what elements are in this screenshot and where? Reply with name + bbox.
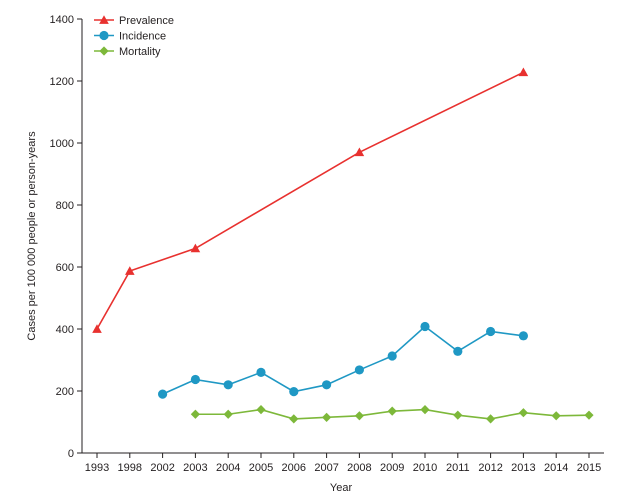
- prevalence-point: [125, 266, 135, 275]
- series-mortality: [190, 405, 594, 424]
- x-tick-label: 2008: [347, 462, 371, 474]
- y-tick-label: 1000: [50, 138, 74, 150]
- incidence-point: [387, 351, 397, 361]
- incidence-point: [486, 326, 496, 337]
- prevalence-line: [96, 71, 524, 330]
- x-tick-label: 2010: [413, 462, 437, 474]
- incidence-point: [322, 380, 332, 390]
- legend-marker-incidence: [99, 30, 109, 41]
- incidence-point: [289, 387, 299, 397]
- legend-item-mortality: Mortality: [94, 46, 161, 58]
- mortality-point: [322, 412, 332, 422]
- prevalence-point: [190, 243, 201, 253]
- prevalence-point: [92, 324, 102, 333]
- series-layer: [92, 67, 594, 424]
- incidence-point: [158, 389, 168, 399]
- mortality-point: [223, 409, 233, 419]
- x-tick-label: 2009: [380, 462, 404, 474]
- prevalence-point: [354, 147, 365, 157]
- legend-marker-mortality: [99, 46, 109, 56]
- y-tick-label: 0: [68, 448, 74, 460]
- x-tick-label: 1998: [118, 462, 142, 474]
- x-tick-label: 2013: [511, 462, 535, 474]
- x-tick-label: 2006: [282, 462, 306, 474]
- y-tick-label: 800: [56, 200, 74, 212]
- prevalence-point: [518, 67, 529, 77]
- legend-label-mortality: Mortality: [119, 46, 161, 58]
- incidence-point: [518, 331, 529, 341]
- x-tick-label: 2004: [216, 462, 240, 474]
- y-axis-title: Cases per 100 000 people or person-years: [26, 131, 38, 341]
- mortality-point: [256, 405, 266, 415]
- x-tick-label: 2011: [446, 462, 470, 474]
- x-tick-label: 2007: [314, 462, 338, 474]
- mortality-point: [420, 405, 430, 415]
- x-tick-label: 2003: [183, 462, 207, 474]
- x-tick-label: 2014: [544, 462, 568, 474]
- y-tick-label: 1200: [50, 76, 74, 88]
- x-tick-label: 2015: [577, 462, 601, 474]
- y-tick-label: 400: [56, 324, 74, 336]
- mortality-point: [518, 408, 528, 418]
- mortality-point: [551, 411, 561, 421]
- y-axis: 0 200 400 600 800 1000 1200 1400: [50, 14, 83, 460]
- mortality-point: [486, 414, 496, 424]
- x-tick-label: 1993: [85, 462, 109, 474]
- series-incidence: [158, 321, 529, 399]
- mortality-point: [453, 410, 463, 420]
- legend-label-incidence: Incidence: [119, 31, 166, 43]
- incidence-line: [162, 325, 524, 395]
- mortality-point: [289, 414, 299, 424]
- x-axis-title: Year: [330, 482, 353, 494]
- legend: Prevalence Incidence Mortality: [94, 15, 174, 58]
- legend-item-incidence: Incidence: [94, 31, 166, 43]
- mortality-point: [354, 411, 364, 421]
- incidence-point: [354, 365, 364, 375]
- y-tick-label: 200: [56, 386, 74, 398]
- series-prevalence: [92, 67, 529, 333]
- mortality-point: [584, 410, 594, 420]
- mortality-point: [190, 409, 200, 419]
- legend-label-prevalence: Prevalence: [119, 15, 174, 27]
- legend-item-prevalence: Prevalence: [94, 15, 174, 27]
- legend-marker-prevalence: [99, 15, 109, 24]
- x-tick-label: 2012: [478, 462, 502, 474]
- x-tick-label: 2002: [150, 462, 174, 474]
- y-tick-label: 1400: [50, 14, 74, 26]
- incidence-point: [223, 380, 233, 390]
- incidence-point: [256, 367, 266, 377]
- incidence-point: [453, 346, 463, 356]
- x-tick-label: 2005: [249, 462, 273, 474]
- incidence-point: [190, 374, 200, 385]
- mortality-point: [387, 406, 397, 416]
- incidence-point: [420, 321, 430, 332]
- x-axis: 1993 1998 2002 2003 2004 2005 2006 2007 2008 2009…: [82, 452, 604, 474]
- y-tick-label: 600: [56, 262, 74, 274]
